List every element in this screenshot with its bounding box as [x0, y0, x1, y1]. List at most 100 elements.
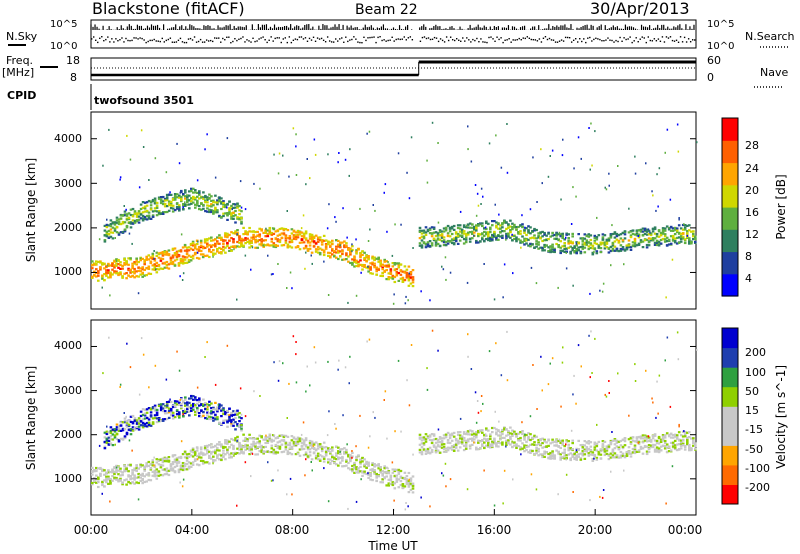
- power-echo-cell: [123, 205, 125, 207]
- power-echo-cell: [405, 273, 409, 276]
- velocity-echo-cell: [193, 453, 197, 457]
- power-echo-cell: [531, 243, 534, 246]
- velocity-echo-cell: [385, 484, 388, 487]
- power-echo-cell: [161, 200, 165, 203]
- power-echo-cell: [653, 237, 657, 240]
- power-echo-cell: [572, 186, 574, 189]
- power-echo-cell: [123, 221, 127, 224]
- velocity-echo-cell: [165, 412, 169, 415]
- power-echo-cell: [296, 229, 300, 232]
- nsearch-mark: [373, 36, 375, 38]
- nsearch-mark: [631, 41, 633, 44]
- power-echo-cell: [294, 231, 298, 234]
- velocity-echo-cell: [304, 445, 308, 448]
- power-echo-cell: [159, 257, 163, 260]
- nsearch-mark: [111, 38, 113, 40]
- power-echo-cell: [175, 253, 179, 256]
- nsearch-mark: [165, 39, 168, 42]
- velocity-echo-cell: [365, 466, 368, 469]
- power-echo-cell: [619, 244, 623, 247]
- velocity-echo-cell: [535, 446, 538, 449]
- power-echo-cell: [631, 229, 635, 232]
- velocity-echo-cell: [103, 445, 107, 448]
- velocity-echo-cell: [270, 444, 274, 447]
- power-echo-cell: [641, 234, 645, 237]
- power-echo-cell: [155, 254, 159, 257]
- power-echo-cell: [145, 204, 149, 207]
- power-echo-cell: [381, 266, 384, 269]
- power-echo-cell: [272, 244, 276, 247]
- power-echo-cell: [424, 246, 428, 249]
- power-echo-cell: [601, 236, 605, 239]
- power-echo-cell: [199, 244, 203, 247]
- power-echo-cell: [503, 220, 506, 223]
- power-echo-cell: [395, 262, 399, 265]
- power-echo-cell: [131, 242, 133, 245]
- velocity-echo-cell: [155, 468, 159, 471]
- power-echo-cell: [608, 172, 610, 175]
- power-echo-cell: [153, 250, 155, 252]
- velocity-echo-cell: [145, 416, 149, 419]
- velocity-echo-cell: [501, 436, 504, 439]
- velocity-echo-cell: [161, 457, 165, 460]
- velocity-echo-cell: [426, 436, 430, 439]
- power-echo-cell: [147, 211, 151, 214]
- velocity-echo-cell: [188, 410, 191, 413]
- power-echo-cell: [171, 204, 175, 207]
- velocity-echo-cell: [169, 400, 173, 404]
- nsearch-mark: [407, 37, 410, 39]
- velocity-echo-cell: [409, 482, 413, 485]
- velocity-echo-cell: [117, 466, 120, 469]
- power-echo-cell: [236, 206, 239, 209]
- power-echo-cell: [471, 226, 474, 229]
- velocity-echo-cell: [464, 441, 468, 444]
- velocity-echo-cell: [418, 451, 422, 454]
- power-echo-cell: [527, 238, 530, 241]
- power-echo-cell: [117, 266, 120, 269]
- power-echo-cell: [234, 221, 237, 224]
- velocity-echo-cell: [163, 457, 167, 460]
- power-echo-cell: [139, 273, 142, 276]
- velocity-echo-cell: [111, 438, 115, 441]
- velocity-echo-cell: [577, 439, 580, 442]
- velocity-echo-cell: [521, 442, 524, 445]
- velocity-echo-cell: [214, 401, 217, 404]
- power-echo-cell: [117, 220, 121, 223]
- nsearch-mark: [566, 36, 569, 39]
- power-echo-cell: [147, 199, 151, 203]
- velocity-echo-cell: [97, 476, 100, 479]
- power-echo-cell: [240, 220, 243, 223]
- velocity-echo-cell: [127, 463, 130, 467]
- power-echo-cell: [125, 218, 129, 221]
- velocity-echo-cell: [107, 469, 110, 472]
- velocity-echo-cell: [418, 443, 422, 446]
- velocity-echo-cell: [133, 417, 137, 420]
- nsearch-mark: [129, 40, 131, 42]
- nsearch-mark: [337, 40, 339, 42]
- power-echo-cell: [679, 227, 683, 230]
- power-echo-cell: [214, 244, 217, 247]
- power-echo-cell: [409, 271, 413, 274]
- power-echo-cell: [157, 196, 161, 199]
- power-echo-cell: [454, 232, 458, 235]
- power-echo-cell: [430, 242, 434, 245]
- nsearch-mark: [254, 40, 256, 43]
- power-echo-cell: [436, 242, 440, 245]
- power-echo-cell: [230, 214, 233, 217]
- velocity-echo-cell: [177, 461, 181, 464]
- power-echo-cell: [251, 246, 254, 249]
- power-echo-cell: [159, 201, 163, 205]
- velocity-echo-cell: [244, 438, 247, 441]
- power-echo-cell: [355, 264, 358, 268]
- velocity-echo-cell: [499, 438, 502, 441]
- velocity-echo-cell: [121, 427, 125, 430]
- power-echo-cell: [106, 218, 108, 221]
- power-echo-cell: [454, 240, 458, 243]
- power-echo-cell: [159, 251, 163, 254]
- velocity-echo-cell: [248, 446, 251, 449]
- power-echo-cell: [240, 222, 243, 225]
- power-echo-cell: [583, 243, 587, 246]
- power-echo-cell: [492, 234, 495, 237]
- velocity-echo-cell: [324, 449, 328, 452]
- power-echo-cell: [575, 241, 578, 244]
